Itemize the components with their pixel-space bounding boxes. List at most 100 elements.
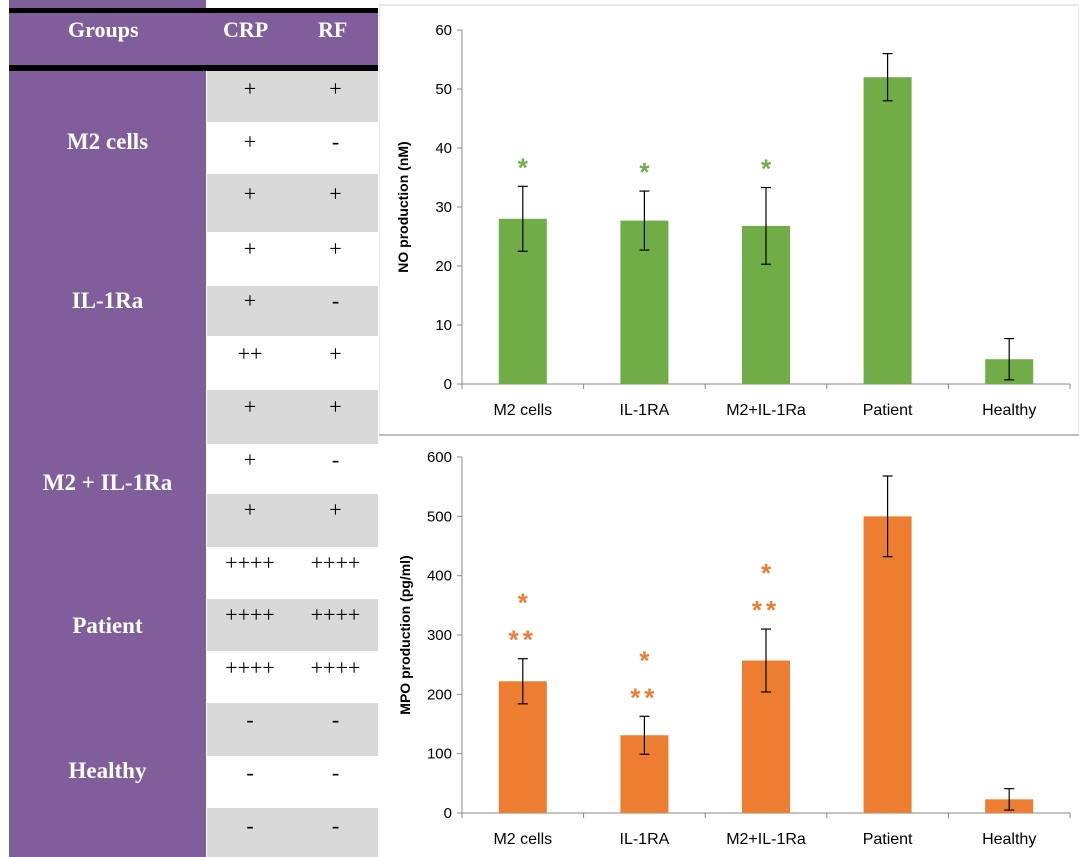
no-production-chart: 0 10 20 30 40 50 60 NO production (nM) M2 cells *… <box>379 4 1079 436</box>
crp-cell: + <box>243 288 257 313</box>
x-tick-label: Patient <box>863 831 913 848</box>
group-label-m2-il1ra: M2 + IL-1Ra <box>42 470 173 495</box>
header-crp: CRP <box>223 17 269 42</box>
crp-cell: + <box>243 129 257 154</box>
crp-cell: + <box>243 181 257 206</box>
significance-mark: * <box>518 588 529 618</box>
rf-cell: - <box>331 129 340 154</box>
crp-cell: ++ <box>237 341 263 366</box>
rf-cell: - <box>331 447 340 472</box>
table-row: + + <box>207 232 378 286</box>
y-tick-label: 600 <box>427 449 452 466</box>
rf-cell: + <box>329 497 342 522</box>
significance-mark: ** <box>509 625 537 655</box>
x-tick-label: Healthy <box>982 831 1036 848</box>
crp-cell: + <box>243 497 257 522</box>
table-header <box>9 8 378 65</box>
y-tick-label: 30 <box>435 199 452 216</box>
x-tick-label: M2 cells <box>493 831 552 848</box>
y-tick-label: 10 <box>435 317 452 334</box>
x-tick-label: M2+IL-1Ra <box>726 831 806 848</box>
rf-cell: + <box>329 76 342 101</box>
x-tick-label: Patient <box>863 402 913 419</box>
table-row: + - <box>207 444 378 494</box>
significance-mark: * <box>639 157 650 187</box>
crp-cell: ++++ <box>225 602 275 627</box>
mpo-production-chart: 0 100 200 300 400 500 600 MPO production (pg/ml… <box>379 436 1079 857</box>
significance-mark: * <box>518 152 529 182</box>
significance-mark: * <box>761 558 772 588</box>
significance-mark: * <box>639 645 650 675</box>
y-tick-label: 40 <box>435 140 452 157</box>
y-tick-label: 0 <box>444 805 452 822</box>
header-rule-top <box>9 8 378 13</box>
y-tick-label: 400 <box>427 568 452 585</box>
significance-mark: ** <box>752 595 780 625</box>
bar <box>863 77 912 384</box>
group-label-il1ra: IL-1Ra <box>71 288 144 313</box>
y-tick-label: 300 <box>427 627 452 644</box>
y-tick-label: 500 <box>427 508 452 525</box>
rf-cell: + <box>329 236 342 261</box>
y-axis-label: MPO production (pg/ml) <box>397 555 413 714</box>
table-row: + + <box>207 390 378 444</box>
group-label-healthy: Healthy <box>68 758 147 783</box>
x-tick-label: Healthy <box>982 402 1036 419</box>
chart-background <box>379 436 1079 857</box>
table-row: + + <box>207 494 378 547</box>
group-label-m2-cells: M2 cells <box>66 129 149 154</box>
y-tick-label: 60 <box>435 22 452 39</box>
rf-cell: + <box>329 181 342 206</box>
table-row: - - <box>207 756 378 808</box>
bar <box>863 516 912 813</box>
crp-cell: - <box>246 707 254 732</box>
chart-background <box>379 4 1079 436</box>
table-row: - - <box>207 703 378 756</box>
groups-table: Groups CRP RF M2 cells IL-1Ra M2 + IL-1R… <box>0 0 378 857</box>
x-tick-label: M2+IL-1Ra <box>726 402 806 419</box>
table-row: - - <box>207 808 378 857</box>
y-axis-label: NO production (nM) <box>395 141 411 272</box>
x-tick-label: IL-1RA <box>620 402 670 419</box>
table-row: ++++ ++++ <box>207 651 378 703</box>
crp-cell: + <box>243 394 257 419</box>
rf-cell: ++++ <box>310 655 361 680</box>
crp-cell: ++++ <box>225 655 275 680</box>
rf-cell: - <box>331 813 340 838</box>
header-rule-bottom <box>9 65 378 71</box>
chart-divider <box>379 434 1079 436</box>
rf-cell: + <box>329 394 342 419</box>
table-row: + + <box>207 71 378 122</box>
crp-cell: - <box>246 760 254 785</box>
y-tick-label: 0 <box>444 376 452 393</box>
rf-cell: - <box>331 288 340 313</box>
y-tick-label: 50 <box>435 81 452 98</box>
y-tick-label: 200 <box>427 686 452 703</box>
crp-cell: + <box>243 76 257 101</box>
rf-cell: ++++ <box>310 602 361 627</box>
rf-cell: ++++ <box>310 550 361 575</box>
rf-cell: - <box>331 760 340 785</box>
table-row: ++++ ++++ <box>207 599 378 651</box>
crp-cell: ++++ <box>225 550 275 575</box>
crp-cell: + <box>243 447 257 472</box>
y-tick-label: 20 <box>435 258 452 275</box>
rf-cell: - <box>331 707 340 732</box>
significance-mark: ** <box>630 682 658 712</box>
group-column-background <box>9 0 206 857</box>
group-label-patient: Patient <box>72 613 143 638</box>
table-row: + - <box>207 286 378 336</box>
header-rf: RF <box>318 17 348 42</box>
table-row: ++++ ++++ <box>207 547 378 599</box>
x-tick-label: IL-1RA <box>620 831 670 848</box>
x-tick-label: M2 cells <box>493 402 552 419</box>
y-tick-label: 100 <box>427 746 452 763</box>
crp-cell: - <box>246 813 254 838</box>
table-row: + + <box>207 174 378 232</box>
crp-cell: + <box>243 236 257 261</box>
table-row: ++ + <box>207 336 378 390</box>
rf-cell: + <box>329 341 342 366</box>
significance-mark: * <box>761 154 772 184</box>
header-groups: Groups <box>68 17 139 42</box>
table-row: + - <box>207 122 378 174</box>
